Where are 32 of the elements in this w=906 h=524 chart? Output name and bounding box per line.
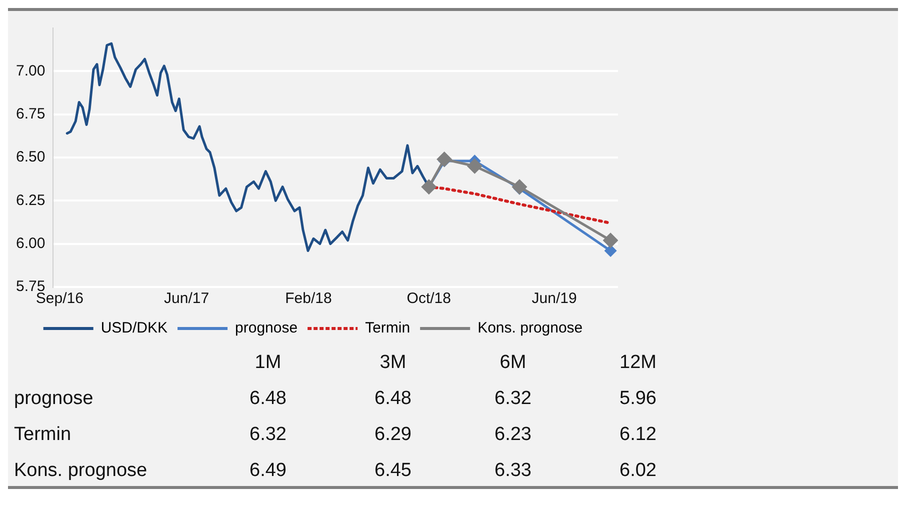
data-label: 6.48 [374,388,412,410]
data-label: 6.32 [248,424,288,446]
data-label: 6.02 [618,460,658,482]
data-label: 5.96 [618,388,658,410]
category-label: 1M [254,352,282,374]
legend-label: Termin [365,320,410,337]
data-label: 6.32 [494,388,532,410]
data-label: 6.48 [248,388,288,410]
x-tick-label: Jun/17 [164,290,210,308]
text: Kons. prognose [14,460,148,482]
x-tick-label: Oct/18 [406,290,451,308]
text: prognose [14,388,94,410]
data-label: 6.49 [248,460,288,482]
y-tick-label: 6.25 [16,192,46,209]
y-tick-label: 6.50 [16,148,46,166]
data-label: 6.23 [494,424,532,446]
legend-label: prognose [235,320,298,337]
y-tick-label: 6.00 [16,234,46,252]
y-tick-label: 7.00 [16,62,46,80]
data-label: 6.12 [618,424,658,446]
category-label: 12M [618,352,658,374]
category-label: 3M [378,352,408,374]
x-tick-label: Jun/19 [532,290,577,308]
legend-label: Kons. prognose [478,320,583,337]
data-label: 6.45 [374,460,412,482]
legend-label: USD/DKK [100,320,168,337]
y-tick-label: 6.75 [16,105,46,122]
x-tick-label: Feb/18 [285,290,332,308]
data-label: 6.29 [374,424,412,446]
text: Termin [14,424,72,446]
category-label: 6M [498,352,528,374]
data-label: 6.33 [494,460,532,482]
